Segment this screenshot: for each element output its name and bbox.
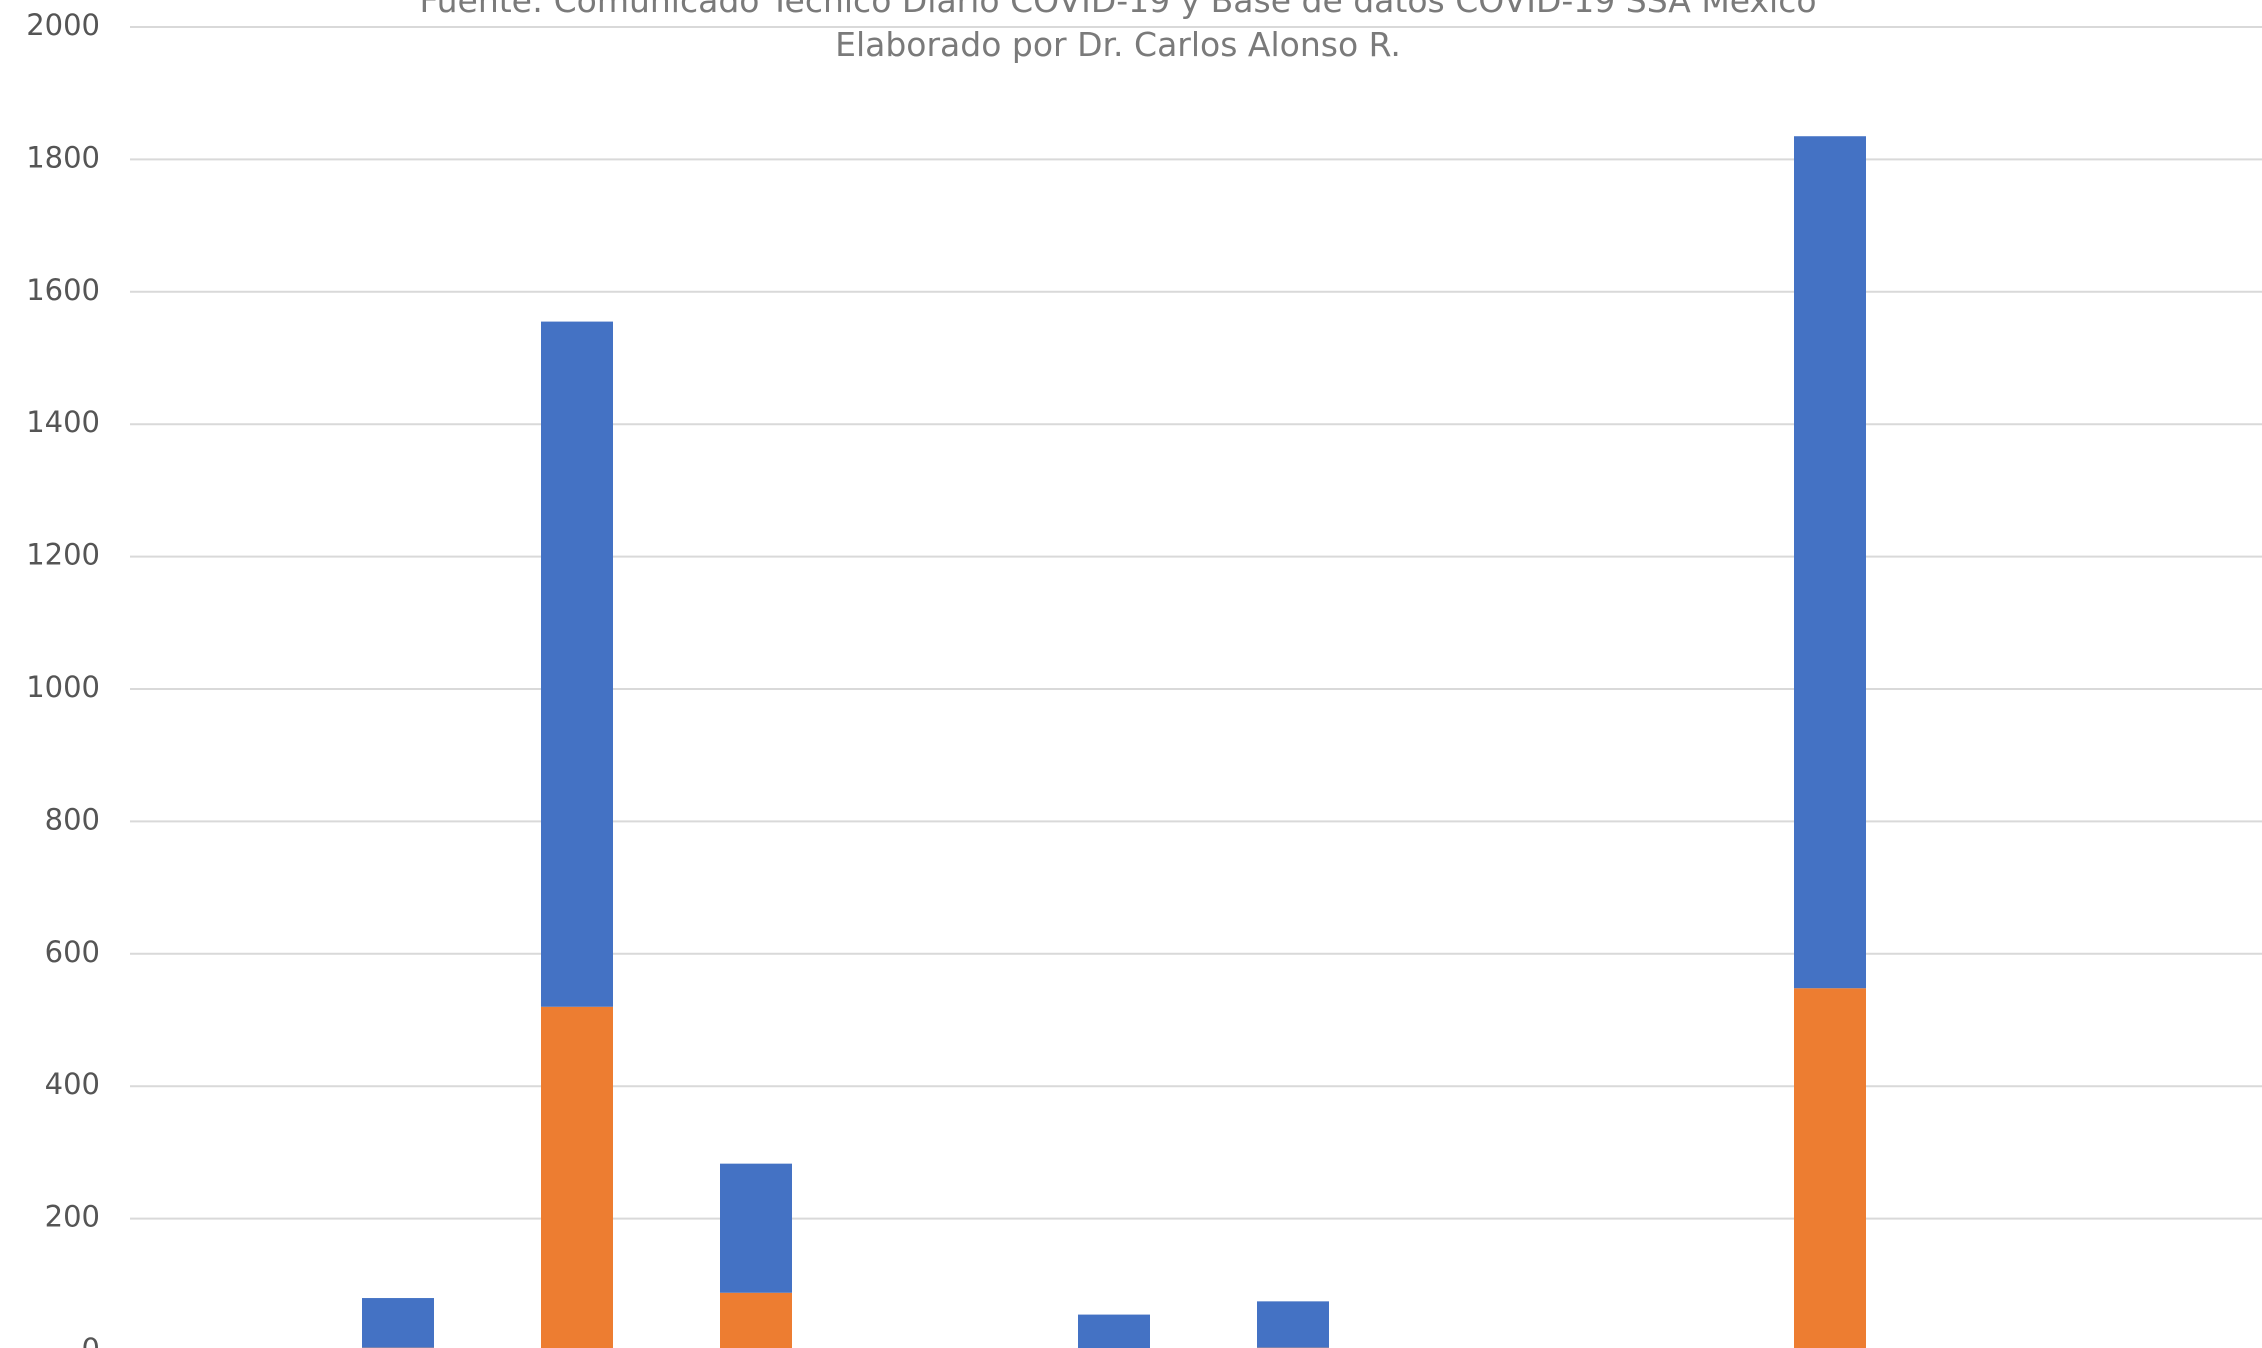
bar-segment-series1-col3 (541, 1006, 613, 1348)
y-tick-label: 0 (82, 1332, 100, 1348)
bar-segment-series2-col7 (1257, 1301, 1329, 1348)
chart-subtitle-source: Fuente: Comunicado Técnico Diario COVID-… (419, 0, 1816, 20)
bar-segment-series2-col3 (541, 321, 613, 1007)
y-tick-label: 1000 (26, 670, 100, 704)
y-tick-label: 1400 (26, 405, 100, 439)
y-tick-label: 800 (45, 802, 100, 836)
gridlines (130, 26, 2262, 1220)
bars (362, 136, 1866, 1348)
bar-segment-series1-col10 (1794, 988, 1866, 1348)
y-tick-label: 600 (45, 935, 100, 969)
y-tick-label: 1800 (26, 140, 100, 174)
chart-subtitle-author: Elaborado por Dr. Carlos Alonso R. (835, 25, 1401, 64)
bar-segment-series2-col10 (1794, 136, 1866, 989)
y-tick-label: 2000 (26, 8, 100, 42)
bar-segment-series1-col4 (720, 1292, 792, 1348)
bar-segment-series2-col6 (1078, 1314, 1150, 1348)
y-tick-label: 200 (45, 1200, 100, 1234)
y-axis-tick-labels: 0 200 400 600 800 1000 1200 1400 1600 1800 2000 (26, 8, 100, 1348)
bar-segment-series2-col2 (362, 1298, 434, 1348)
bar-segment-series2-col4 (720, 1163, 792, 1293)
y-tick-label: 400 (45, 1067, 100, 1101)
y-tick-label: 1600 (26, 273, 100, 307)
y-tick-label: 1200 (26, 538, 100, 572)
